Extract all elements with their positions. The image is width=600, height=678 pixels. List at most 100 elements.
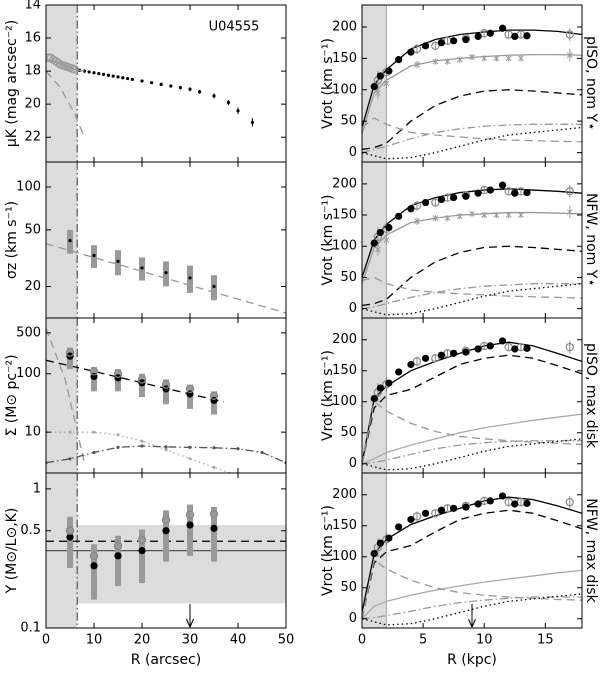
point bbox=[462, 35, 470, 44]
point bbox=[65, 526, 75, 535]
point bbox=[92, 450, 96, 455]
x-axis-title: R (kpc) bbox=[447, 652, 497, 668]
point bbox=[432, 215, 439, 222]
point bbox=[474, 345, 482, 353]
point bbox=[106, 73, 110, 77]
point bbox=[68, 457, 72, 461]
point bbox=[486, 186, 494, 194]
point bbox=[121, 76, 125, 80]
plot-area bbox=[362, 5, 582, 162]
point bbox=[210, 524, 218, 532]
x-tick-label: 5 bbox=[419, 633, 427, 648]
point bbox=[169, 84, 173, 88]
y-tick-label: 100 bbox=[332, 82, 357, 97]
point bbox=[469, 210, 475, 217]
point bbox=[376, 539, 384, 547]
point bbox=[178, 86, 182, 90]
y-axis-title: μK (mag arcsec⁻²) bbox=[4, 20, 20, 147]
point bbox=[111, 74, 115, 78]
point bbox=[185, 384, 195, 394]
y-tick-label: 16 bbox=[24, 31, 41, 46]
point bbox=[523, 188, 531, 197]
point bbox=[498, 492, 507, 500]
point bbox=[92, 253, 96, 258]
y-tick-label: 0.5 bbox=[20, 523, 41, 538]
y-tick-label: 0 bbox=[349, 145, 357, 160]
point bbox=[486, 342, 494, 350]
series-line bbox=[362, 126, 582, 160]
x-axis-title: R (arcsec) bbox=[131, 652, 201, 668]
series-line bbox=[46, 328, 86, 463]
y-tick-label: 150 bbox=[332, 208, 357, 223]
point bbox=[137, 535, 147, 545]
side-label: pISO, max disk bbox=[583, 343, 599, 449]
point bbox=[565, 30, 574, 39]
point bbox=[395, 368, 403, 376]
point bbox=[450, 504, 458, 512]
point bbox=[212, 94, 216, 98]
point bbox=[130, 77, 134, 81]
point bbox=[456, 56, 463, 63]
panel-frame bbox=[45, 472, 287, 629]
point bbox=[437, 506, 446, 514]
point bbox=[185, 510, 195, 520]
point bbox=[383, 80, 390, 87]
point bbox=[511, 32, 519, 41]
point bbox=[116, 433, 120, 437]
series-line bbox=[362, 53, 582, 134]
y-tick-label: 100 bbox=[332, 239, 357, 254]
series-line bbox=[362, 245, 582, 307]
point bbox=[140, 266, 144, 270]
point bbox=[412, 201, 422, 210]
y-tick-label: 22 bbox=[24, 130, 41, 145]
point bbox=[486, 29, 494, 37]
panel-frame bbox=[361, 4, 583, 163]
point bbox=[462, 192, 470, 200]
y-axis-title: Υ (M⊙/L⊙,K) bbox=[4, 508, 20, 595]
x-tick-label: 15 bbox=[537, 633, 554, 648]
point bbox=[162, 385, 170, 393]
point bbox=[140, 444, 144, 448]
point bbox=[250, 120, 254, 124]
point bbox=[164, 448, 168, 452]
point bbox=[370, 239, 378, 247]
point bbox=[375, 90, 381, 96]
point bbox=[102, 72, 106, 77]
plot-area bbox=[46, 5, 254, 162]
series-line bbox=[362, 29, 582, 128]
y-tick-label: 100 bbox=[332, 394, 357, 409]
x-tick-label: 0 bbox=[42, 633, 50, 648]
series-line bbox=[362, 276, 582, 299]
y-axis-title: Vrot (km s⁻¹) bbox=[320, 38, 336, 129]
y-tick-label: 200 bbox=[332, 19, 357, 34]
point bbox=[209, 509, 219, 519]
series-line bbox=[362, 593, 582, 626]
point bbox=[188, 87, 192, 91]
point bbox=[140, 439, 144, 443]
point bbox=[462, 503, 470, 511]
point bbox=[511, 500, 519, 508]
series-line bbox=[362, 89, 582, 151]
plot-area bbox=[46, 473, 286, 628]
point bbox=[437, 39, 446, 47]
point bbox=[92, 71, 96, 75]
point bbox=[474, 500, 482, 508]
point bbox=[212, 284, 216, 289]
point bbox=[161, 380, 171, 389]
point bbox=[385, 223, 393, 232]
series-line bbox=[362, 440, 582, 465]
point bbox=[370, 83, 378, 91]
y-tick-label: 50 bbox=[340, 114, 357, 129]
y-tick-label: 100 bbox=[332, 549, 357, 564]
point bbox=[92, 430, 96, 434]
point bbox=[523, 32, 531, 40]
y-axis-title: Vrot (km s⁻¹) bbox=[320, 350, 336, 441]
shaded-region bbox=[46, 5, 78, 162]
series-line bbox=[362, 596, 582, 620]
y-tick-label: 10 bbox=[24, 425, 41, 440]
y-tick-label: 150 bbox=[332, 51, 357, 66]
point bbox=[407, 205, 415, 213]
x-tick-label: 20 bbox=[134, 633, 151, 648]
point bbox=[474, 189, 482, 197]
